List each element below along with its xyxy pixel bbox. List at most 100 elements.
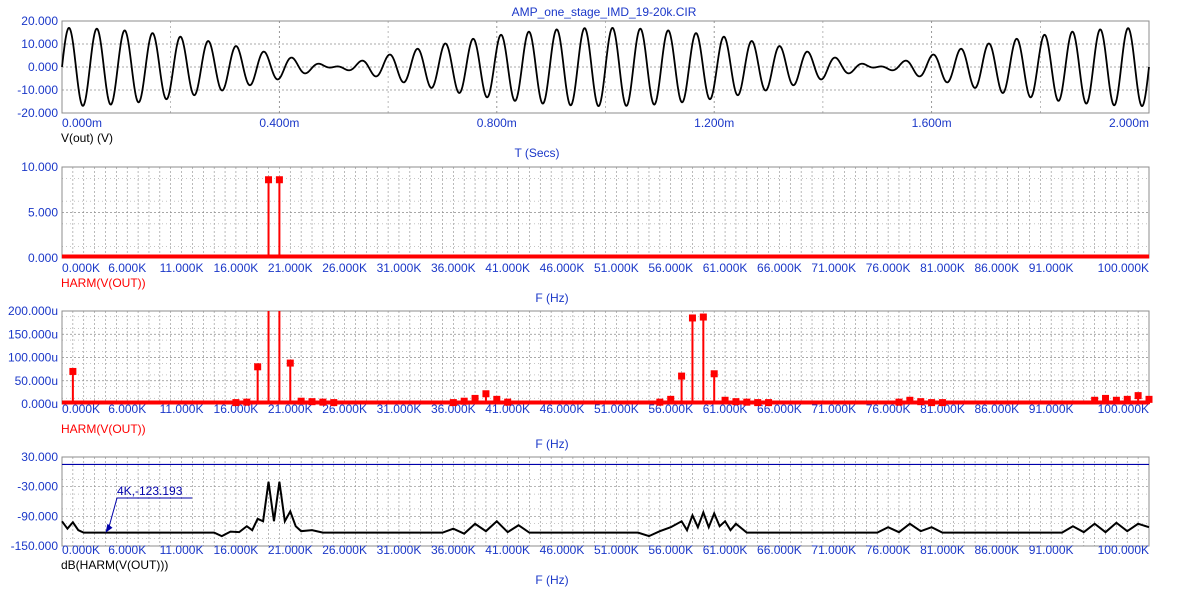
x-tick-label: 91.000K: [1029, 261, 1074, 275]
x-tick-label: 26.000K: [322, 543, 367, 557]
y-tick-label: 50.000u: [15, 374, 58, 388]
x-tick-label: 91.000K: [1029, 543, 1074, 557]
y-tick-label: 5.000: [28, 206, 58, 220]
x-tick-label: 21.000K: [268, 261, 313, 275]
harmonic-magnitude-panel[interactable]: 10.000 5.000 0.000 0.000K 6.000K 11.000K 16.00…: [21, 160, 1150, 275]
spectrum-marker: [232, 399, 240, 407]
harmonic-detail-panel[interactable]: 200.000u 150.000u 100.000u 50.000u 0.000u 0.0…: [8, 304, 1153, 416]
x-tick-label: 16.000K: [214, 261, 259, 275]
y-tick-label: -10.000: [17, 83, 58, 97]
spectrum-marker: [254, 363, 262, 371]
x-tick-label: 51.000K: [594, 261, 639, 275]
series-vout-line: [61, 26, 1150, 108]
time-axis-title: T (Secs): [514, 146, 559, 160]
x-tick-label: 76.000K: [866, 543, 911, 557]
x-tick-label: 66.000K: [757, 261, 802, 275]
spectrum-marker: [1134, 392, 1142, 400]
y-tick-label: -150.000: [11, 539, 59, 553]
x-tick-label: 0.000K: [62, 543, 100, 557]
spectrum-marker: [938, 399, 946, 407]
x-tick-label: 41.000K: [485, 543, 530, 557]
spectrum-marker: [710, 370, 718, 378]
spectrum-marker: [449, 399, 457, 407]
x-tick-label: 36.000K: [431, 543, 476, 557]
y-tick-label: 150.000u: [8, 327, 58, 341]
y-tick-label: 200.000u: [8, 304, 58, 318]
spectrum-marker: [504, 398, 512, 406]
freq-axis-title-1: F (Hz): [535, 291, 568, 305]
series-db-line: [61, 481, 1150, 538]
spectrum-marker: [319, 398, 327, 406]
spectrum-marker: [297, 397, 305, 405]
freq-axis-title-2: F (Hz): [535, 437, 568, 451]
x-tick-label: 0.000K: [62, 261, 100, 275]
x-tick-label: 36.000K: [431, 261, 476, 275]
spectrum-marker: [765, 399, 773, 407]
x-tick-label: 0.800m: [477, 116, 517, 130]
harm-trace-label-1: HARM(V(OUT)): [61, 276, 146, 290]
spectrum-marker: [308, 398, 316, 406]
spectrum-marker: [743, 398, 751, 406]
spectrum-marker: [330, 399, 338, 407]
time-trace-label: V(out) (V): [61, 131, 113, 145]
y-tick-label: -30.000: [17, 480, 58, 494]
spectrum-marker: [243, 398, 251, 406]
x-tick-label: 0.400m: [259, 116, 299, 130]
spectrum-marker: [928, 399, 936, 407]
x-tick-label: 6.000K: [108, 261, 146, 275]
time-domain-panel[interactable]: 20.000 10.000 0.000 -10.000 -20.000 0.000m 0.4…: [17, 14, 1150, 130]
cursor-arrow-icon: [105, 523, 113, 533]
x-tick-label: 86.000K: [974, 261, 1019, 275]
x-tick-label: 26.000K: [322, 261, 367, 275]
x-tick-label: 86.000K: [974, 543, 1019, 557]
x-tick-label: 61.000K: [703, 402, 748, 416]
x-tick-label: 71.000K: [811, 261, 856, 275]
x-tick-label: 31.000K: [377, 261, 422, 275]
x-tick-label: 46.000K: [540, 402, 585, 416]
spectrum-marker: [678, 372, 686, 380]
x-tick-label: 100.000K: [1098, 261, 1149, 275]
x-tick-label: 61.000K: [703, 543, 748, 557]
spectrum-marker: [460, 397, 468, 405]
spectrum-marker: [69, 367, 77, 375]
x-tick-label: 2.000m: [1109, 116, 1149, 130]
spectrum-marker: [275, 176, 283, 184]
x-tick-label: 6.000K: [108, 402, 146, 416]
harmonic-db-panel[interactable]: 30.000 -30.000 -90.000 -150.000 0.000K 6.000K…: [11, 450, 1150, 557]
x-tick-label: 51.000K: [594, 402, 639, 416]
x-tick-label: 41.000K: [485, 402, 530, 416]
spectrum-marker: [1102, 394, 1110, 402]
x-tick-label: 100.000K: [1098, 402, 1149, 416]
spectrum-marker: [667, 395, 675, 403]
y-tick-label: 30.000: [21, 450, 58, 464]
spectrum-marker: [286, 359, 294, 367]
y-tick-label: 10.000: [21, 37, 58, 51]
x-tick-label: 91.000K: [1029, 402, 1074, 416]
spectrum-marker: [1123, 395, 1131, 403]
x-tick-label: 56.000K: [648, 543, 693, 557]
spectrum-marker: [482, 390, 490, 398]
x-tick-label: 41.000K: [485, 261, 530, 275]
x-tick-label: 81.000K: [920, 261, 965, 275]
spectrum-marker: [1091, 396, 1099, 404]
x-tick-label: 31.000K: [377, 402, 422, 416]
y-tick-label: 10.000: [21, 160, 58, 174]
spectrum-marker: [895, 398, 903, 406]
spectrum-marker: [265, 176, 273, 184]
x-tick-label: 81.000K: [920, 543, 965, 557]
x-tick-label: 21.000K: [268, 402, 313, 416]
cursor-readout: 4K,-123.193: [117, 484, 183, 498]
y-tick-label: -20.000: [17, 106, 58, 120]
harm-trace-label-2: HARM(V(OUT)): [61, 422, 146, 436]
x-tick-label: 1.600m: [912, 116, 952, 130]
x-tick-label: 46.000K: [540, 543, 585, 557]
x-tick-label: 16.000K: [214, 543, 259, 557]
x-tick-label: 51.000K: [594, 543, 639, 557]
x-tick-label: 100.000K: [1098, 543, 1149, 557]
freq-axis-title-3: F (Hz): [535, 573, 568, 587]
spectrum-marker: [917, 398, 925, 406]
x-tick-label: 0.000m: [62, 116, 102, 130]
x-tick-label: 86.000K: [974, 402, 1019, 416]
x-tick-label: 11.000K: [160, 402, 204, 416]
